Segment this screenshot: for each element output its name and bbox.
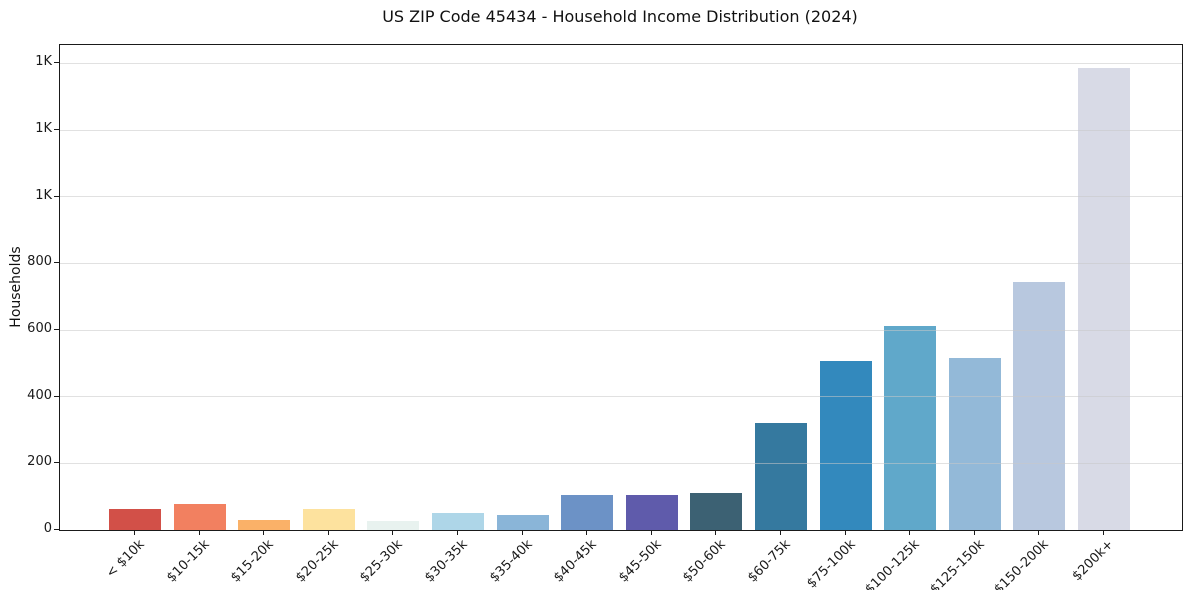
x-tick-mark xyxy=(392,530,394,535)
y-tick-label: 1K xyxy=(35,187,52,203)
bar-200k xyxy=(1078,68,1130,530)
x-tick-mark xyxy=(844,530,846,535)
y-tick-mark xyxy=(54,329,59,330)
bar-125-150k xyxy=(948,357,1001,530)
y-tick-label: 1K xyxy=(35,121,52,136)
gridline-y-1400 xyxy=(60,62,1182,64)
y-tick-label: 800 xyxy=(27,254,52,270)
bar-75-100k xyxy=(819,361,872,530)
y-tick-mark xyxy=(54,529,59,530)
y-tick-mark xyxy=(54,395,59,397)
x-tick-label: < $10k xyxy=(103,537,148,582)
y-tick-mark xyxy=(54,462,59,464)
y-tick-mark xyxy=(54,129,59,130)
x-tick-mark xyxy=(586,530,588,535)
bar-45-50k xyxy=(625,495,678,530)
bar-35-40k xyxy=(496,514,549,530)
gridline-y-200 xyxy=(60,462,1182,464)
y-tick-label: 0 xyxy=(43,521,52,536)
plot-area xyxy=(59,44,1183,531)
bar-25-30k xyxy=(367,521,420,530)
x-tick-mark xyxy=(134,530,135,535)
chart-title: US ZIP Code 45434 - Household Income Dis… xyxy=(382,7,858,26)
x-tick-mark xyxy=(780,530,781,535)
x-tick-mark xyxy=(263,530,265,535)
y-tick-label: 1K xyxy=(35,54,52,70)
y-tick-label: 200 xyxy=(27,454,52,470)
bar-100-125k xyxy=(884,325,937,530)
y-tick-label: 400 xyxy=(27,387,52,403)
bar-10k xyxy=(109,509,161,530)
x-tick-mark xyxy=(1038,530,1040,535)
x-tick-mark xyxy=(973,530,975,535)
bar-60-75k xyxy=(755,423,807,530)
y-tick-mark xyxy=(54,195,59,197)
bar-40-45k xyxy=(561,495,614,530)
bar-15-20k xyxy=(238,520,291,530)
y-tick-mark xyxy=(54,62,59,64)
x-tick-mark xyxy=(198,530,200,535)
x-tick-mark xyxy=(1103,530,1104,535)
bar-20-25k xyxy=(302,509,355,530)
gridline-y-1000 xyxy=(60,196,1182,198)
gridline-y-1200 xyxy=(60,129,1182,131)
x-tick-mark xyxy=(327,530,329,535)
bar-150-200k xyxy=(1013,282,1066,530)
gridline-y-600 xyxy=(60,329,1182,331)
x-tick-mark xyxy=(715,530,717,535)
x-tick-mark xyxy=(521,530,523,535)
y-tick-mark xyxy=(54,262,59,264)
bar-30-35k xyxy=(432,512,484,530)
y-tick-label: 600 xyxy=(27,321,52,336)
x-tick-mark xyxy=(909,530,911,535)
x-tick-mark xyxy=(457,530,458,535)
gridline-y-800 xyxy=(60,262,1182,264)
bar-10-15k xyxy=(173,504,226,530)
x-tick-mark xyxy=(650,530,652,535)
gridline-y-400 xyxy=(60,396,1182,398)
bar-50-60k xyxy=(690,492,743,530)
